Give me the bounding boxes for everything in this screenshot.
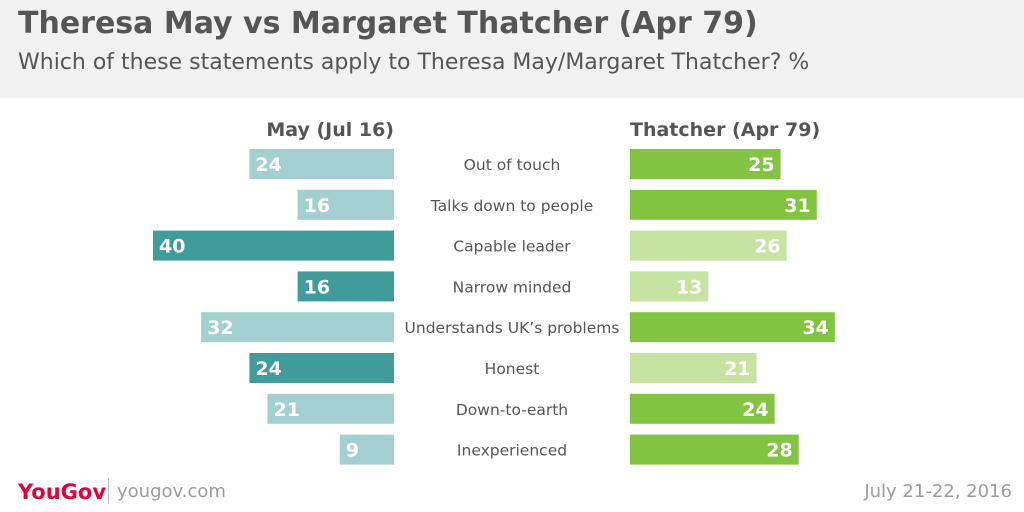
data-label-thatcher: 13 [676,276,702,298]
series-header-thatcher: Thatcher (Apr 79) [630,119,820,141]
data-label-may: 21 [273,399,299,421]
bar-may [153,230,394,261]
footer-date: July 21-22, 2016 [864,481,1012,502]
bar-thatcher [630,230,787,261]
bar-may [339,434,394,465]
bar-may [297,189,394,220]
category-label: Narrow minded [453,278,572,296]
bar-may [297,271,394,302]
data-label-may: 24 [255,154,281,176]
category-label: Inexperienced [457,442,567,460]
bar-thatcher [630,189,817,220]
bar-thatcher [630,271,709,302]
bar-may [267,393,394,424]
yougov-logo: YouGov [18,480,107,504]
data-label-may: 16 [304,276,330,298]
category-label: Talks down to people [430,197,593,215]
data-label-thatcher: 34 [802,317,828,339]
bar-may [249,353,394,383]
category-label: Capable leader [453,238,571,256]
data-label-thatcher: 28 [766,440,792,462]
footer-url[interactable]: yougov.com [117,481,226,502]
bar-thatcher [630,312,835,343]
data-label-may: 16 [304,195,330,217]
data-label-may: 9 [346,440,359,462]
butterfly-bar-chart: May (Jul 16) Thatcher (Apr 79) 24 25 Out of … [153,119,835,465]
data-label-thatcher: 31 [784,195,810,217]
category-label: Honest [485,360,540,378]
data-label-may: 32 [207,317,233,339]
bar-thatcher [630,149,781,179]
bar-thatcher [630,434,799,465]
bar-thatcher [630,393,775,424]
bar-may [201,312,394,343]
footer-divider [108,478,109,504]
chart-subtitle: Which of these statements apply to There… [18,50,810,75]
category-label: Understands UK’s problems [405,319,620,337]
category-label: Down-to-earth [456,401,568,419]
data-label-may: 40 [159,236,185,258]
bar-may [249,149,394,179]
category-label: Out of touch [464,156,561,174]
data-label-thatcher: 24 [742,399,768,421]
data-label-thatcher: 25 [748,154,774,176]
bar-thatcher [630,353,757,383]
chart-header: Theresa May vs Margaret Thatcher (Apr 79… [0,0,1024,98]
data-label-thatcher: 21 [724,358,750,380]
data-label-thatcher: 26 [754,236,780,258]
data-label-may: 24 [255,358,281,380]
chart-title: Theresa May vs Margaret Thatcher (Apr 79… [18,6,758,41]
series-header-may: May (Jul 16) [266,119,394,141]
